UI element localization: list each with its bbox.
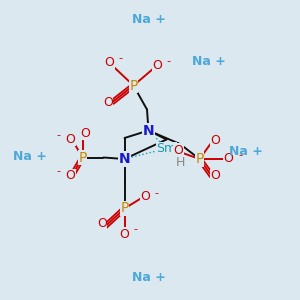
Text: -: - [167, 56, 171, 66]
Text: N: N [143, 124, 154, 137]
Text: P: P [129, 79, 138, 92]
Text: O: O [174, 143, 183, 157]
Text: O: O [66, 133, 75, 146]
Text: Sm: Sm [156, 142, 177, 155]
Text: O: O [120, 227, 129, 241]
Text: O: O [141, 190, 150, 203]
Text: O: O [210, 134, 220, 148]
Text: -: - [118, 53, 123, 64]
Text: P: P [195, 152, 204, 166]
Text: O: O [66, 169, 75, 182]
Text: N: N [119, 152, 130, 166]
Text: -: - [155, 188, 159, 198]
Text: O: O [223, 152, 233, 166]
Text: O: O [105, 56, 114, 70]
Text: O: O [210, 169, 220, 182]
Text: Na +: Na + [192, 55, 225, 68]
Text: -: - [56, 130, 61, 140]
Text: P: P [78, 151, 87, 164]
Text: O: O [97, 217, 107, 230]
Text: P: P [120, 202, 129, 215]
Text: Na +: Na + [13, 149, 47, 163]
Text: Na +: Na + [132, 271, 165, 284]
Text: Na +: Na + [229, 145, 263, 158]
Text: -: - [56, 166, 61, 176]
Text: H: H [175, 156, 185, 170]
Text: O: O [153, 58, 162, 72]
Text: -: - [238, 150, 242, 161]
Text: O: O [81, 127, 90, 140]
Text: -: - [134, 224, 138, 235]
Text: Na +: Na + [132, 13, 165, 26]
Text: O: O [103, 95, 113, 109]
